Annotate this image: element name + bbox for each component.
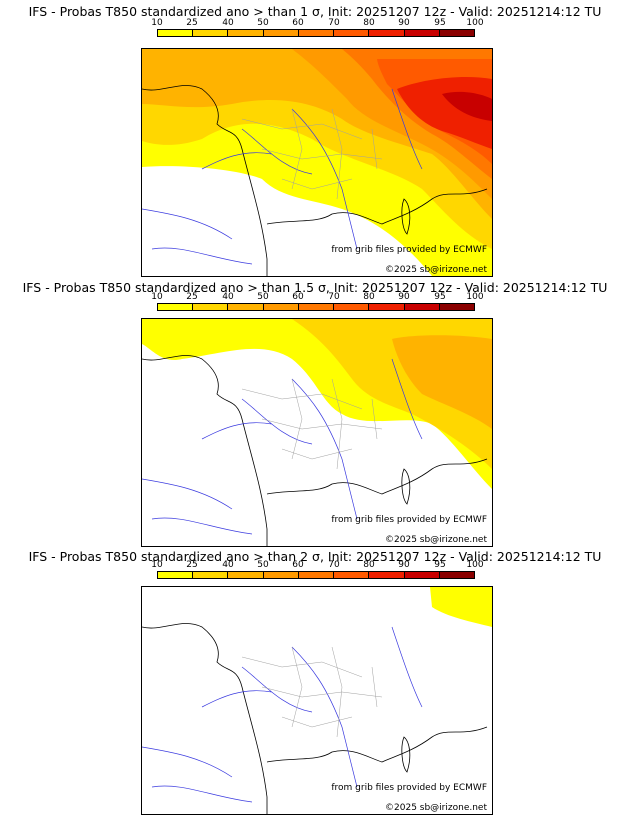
legend-swatch — [439, 304, 474, 310]
legend-tick: 50 — [257, 560, 269, 570]
legend-swatch — [228, 304, 264, 310]
legend-tick: 40 — [222, 292, 234, 302]
legend-tick: 50 — [257, 292, 269, 302]
legend-tick: 70 — [328, 560, 340, 570]
legend-swatch — [334, 304, 370, 310]
legend-tick: 90 — [398, 18, 410, 28]
probability-legend: 10 25 40 50 60 70 80 90 95 100 — [151, 560, 484, 582]
prob-area-40 — [392, 335, 492, 429]
legend-swatch — [228, 572, 264, 578]
legend-swatch — [404, 30, 440, 36]
legend-tick: 25 — [186, 560, 198, 570]
legend-swatch — [193, 304, 229, 310]
panel-2: IFS - Probas T850 standardized ano > tha… — [0, 270, 630, 547]
legend-tick: 10 — [151, 292, 163, 302]
panel-title: IFS - Probas T850 standardized ano > tha… — [28, 549, 602, 564]
prob-area-10 — [430, 587, 492, 627]
panel-3: IFS - Probas T850 standardized ano > tha… — [0, 540, 630, 815]
legend-color-bar — [157, 29, 475, 37]
legend-tick: 100 — [466, 292, 484, 302]
legend-tick: 60 — [292, 560, 304, 570]
legend-swatch — [158, 30, 194, 36]
legend-swatch — [298, 30, 335, 36]
legend-tick: 10 — [151, 560, 163, 570]
legend-swatch — [298, 304, 335, 310]
coastline — [142, 623, 488, 814]
legend-labels: 10 25 40 50 60 70 80 90 95 100 — [151, 292, 483, 303]
legend-swatch — [439, 572, 474, 578]
data-source-credit: from grib files provided by ECMWF — [331, 783, 487, 793]
legend-tick: 70 — [328, 18, 340, 28]
legend-tick: 100 — [466, 560, 484, 570]
legend-tick: 40 — [222, 560, 234, 570]
panel-title: IFS - Probas T850 standardized ano > tha… — [28, 4, 602, 19]
legend-color-bar — [157, 571, 475, 579]
data-source-credit: from grib files provided by ECMWF — [331, 245, 487, 255]
legend-swatch — [439, 30, 474, 36]
coastline — [142, 85, 488, 276]
legend-tick: 95 — [434, 560, 446, 570]
panel-title: IFS - Probas T850 standardized ano > tha… — [22, 280, 608, 295]
legend-tick: 25 — [186, 18, 198, 28]
legend-tick: 80 — [363, 292, 375, 302]
map-svg — [142, 49, 492, 276]
probability-map: from grib files provided by ECMWF ©2025 … — [141, 318, 493, 547]
legend-swatch — [158, 304, 194, 310]
map-svg — [142, 587, 492, 814]
legend-swatch — [334, 572, 370, 578]
legend-swatch — [193, 572, 229, 578]
legend-tick: 90 — [398, 560, 410, 570]
region-borders — [241, 108, 383, 200]
legend-tick: 60 — [292, 18, 304, 28]
legend-tick: 90 — [398, 292, 410, 302]
rivers — [142, 358, 423, 535]
legend-labels: 10 25 40 50 60 70 80 90 95 100 — [151, 560, 483, 571]
legend-swatch — [158, 572, 194, 578]
coastline — [142, 355, 488, 546]
legend-tick: 100 — [466, 18, 484, 28]
region-borders — [241, 646, 383, 738]
legend-tick: 70 — [328, 292, 340, 302]
legend-swatch — [263, 304, 299, 310]
legend-swatch — [404, 304, 440, 310]
legend-tick: 80 — [363, 18, 375, 28]
legend-tick: 40 — [222, 18, 234, 28]
island-corsica — [401, 736, 411, 773]
legend-tick: 60 — [292, 292, 304, 302]
legend-tick: 95 — [434, 292, 446, 302]
legend-swatch — [193, 30, 229, 36]
island-corsica — [401, 198, 411, 235]
probability-map: from grib files provided by ECMWF ©2025 … — [141, 586, 493, 815]
prob-area-90 — [442, 91, 492, 121]
legend-swatch — [263, 30, 299, 36]
legend-color-bar — [157, 303, 475, 311]
probability-legend: 10 25 40 50 60 70 80 90 95 100 — [151, 18, 484, 40]
probability-legend: 10 25 40 50 60 70 80 90 95 100 — [151, 292, 484, 314]
legend-swatch — [228, 30, 264, 36]
legend-swatch — [369, 304, 405, 310]
copyright-credit: ©2025 sb@irizone.net — [385, 535, 487, 545]
panel-1: IFS - Probas T850 standardized ano > tha… — [0, 0, 630, 277]
legend-swatch — [404, 572, 440, 578]
data-source-credit: from grib files provided by ECMWF — [331, 515, 487, 525]
legend-tick: 10 — [151, 18, 163, 28]
region-borders — [241, 378, 383, 470]
copyright-credit: ©2025 sb@irizone.net — [385, 803, 487, 813]
probability-map: from grib files provided by ECMWF ©2025 … — [141, 48, 493, 277]
legend-swatch — [334, 30, 370, 36]
rivers — [142, 88, 423, 265]
legend-tick: 95 — [434, 18, 446, 28]
legend-tick: 25 — [186, 292, 198, 302]
legend-labels: 10 25 40 50 60 70 80 90 95 100 — [151, 18, 483, 29]
map-svg — [142, 319, 492, 546]
rivers — [142, 626, 423, 803]
legend-swatch — [263, 572, 299, 578]
legend-swatch — [298, 572, 335, 578]
copyright-credit: ©2025 sb@irizone.net — [385, 265, 487, 275]
legend-swatch — [369, 30, 405, 36]
legend-swatch — [369, 572, 405, 578]
island-corsica — [401, 468, 411, 505]
legend-tick: 50 — [257, 18, 269, 28]
legend-tick: 80 — [363, 560, 375, 570]
